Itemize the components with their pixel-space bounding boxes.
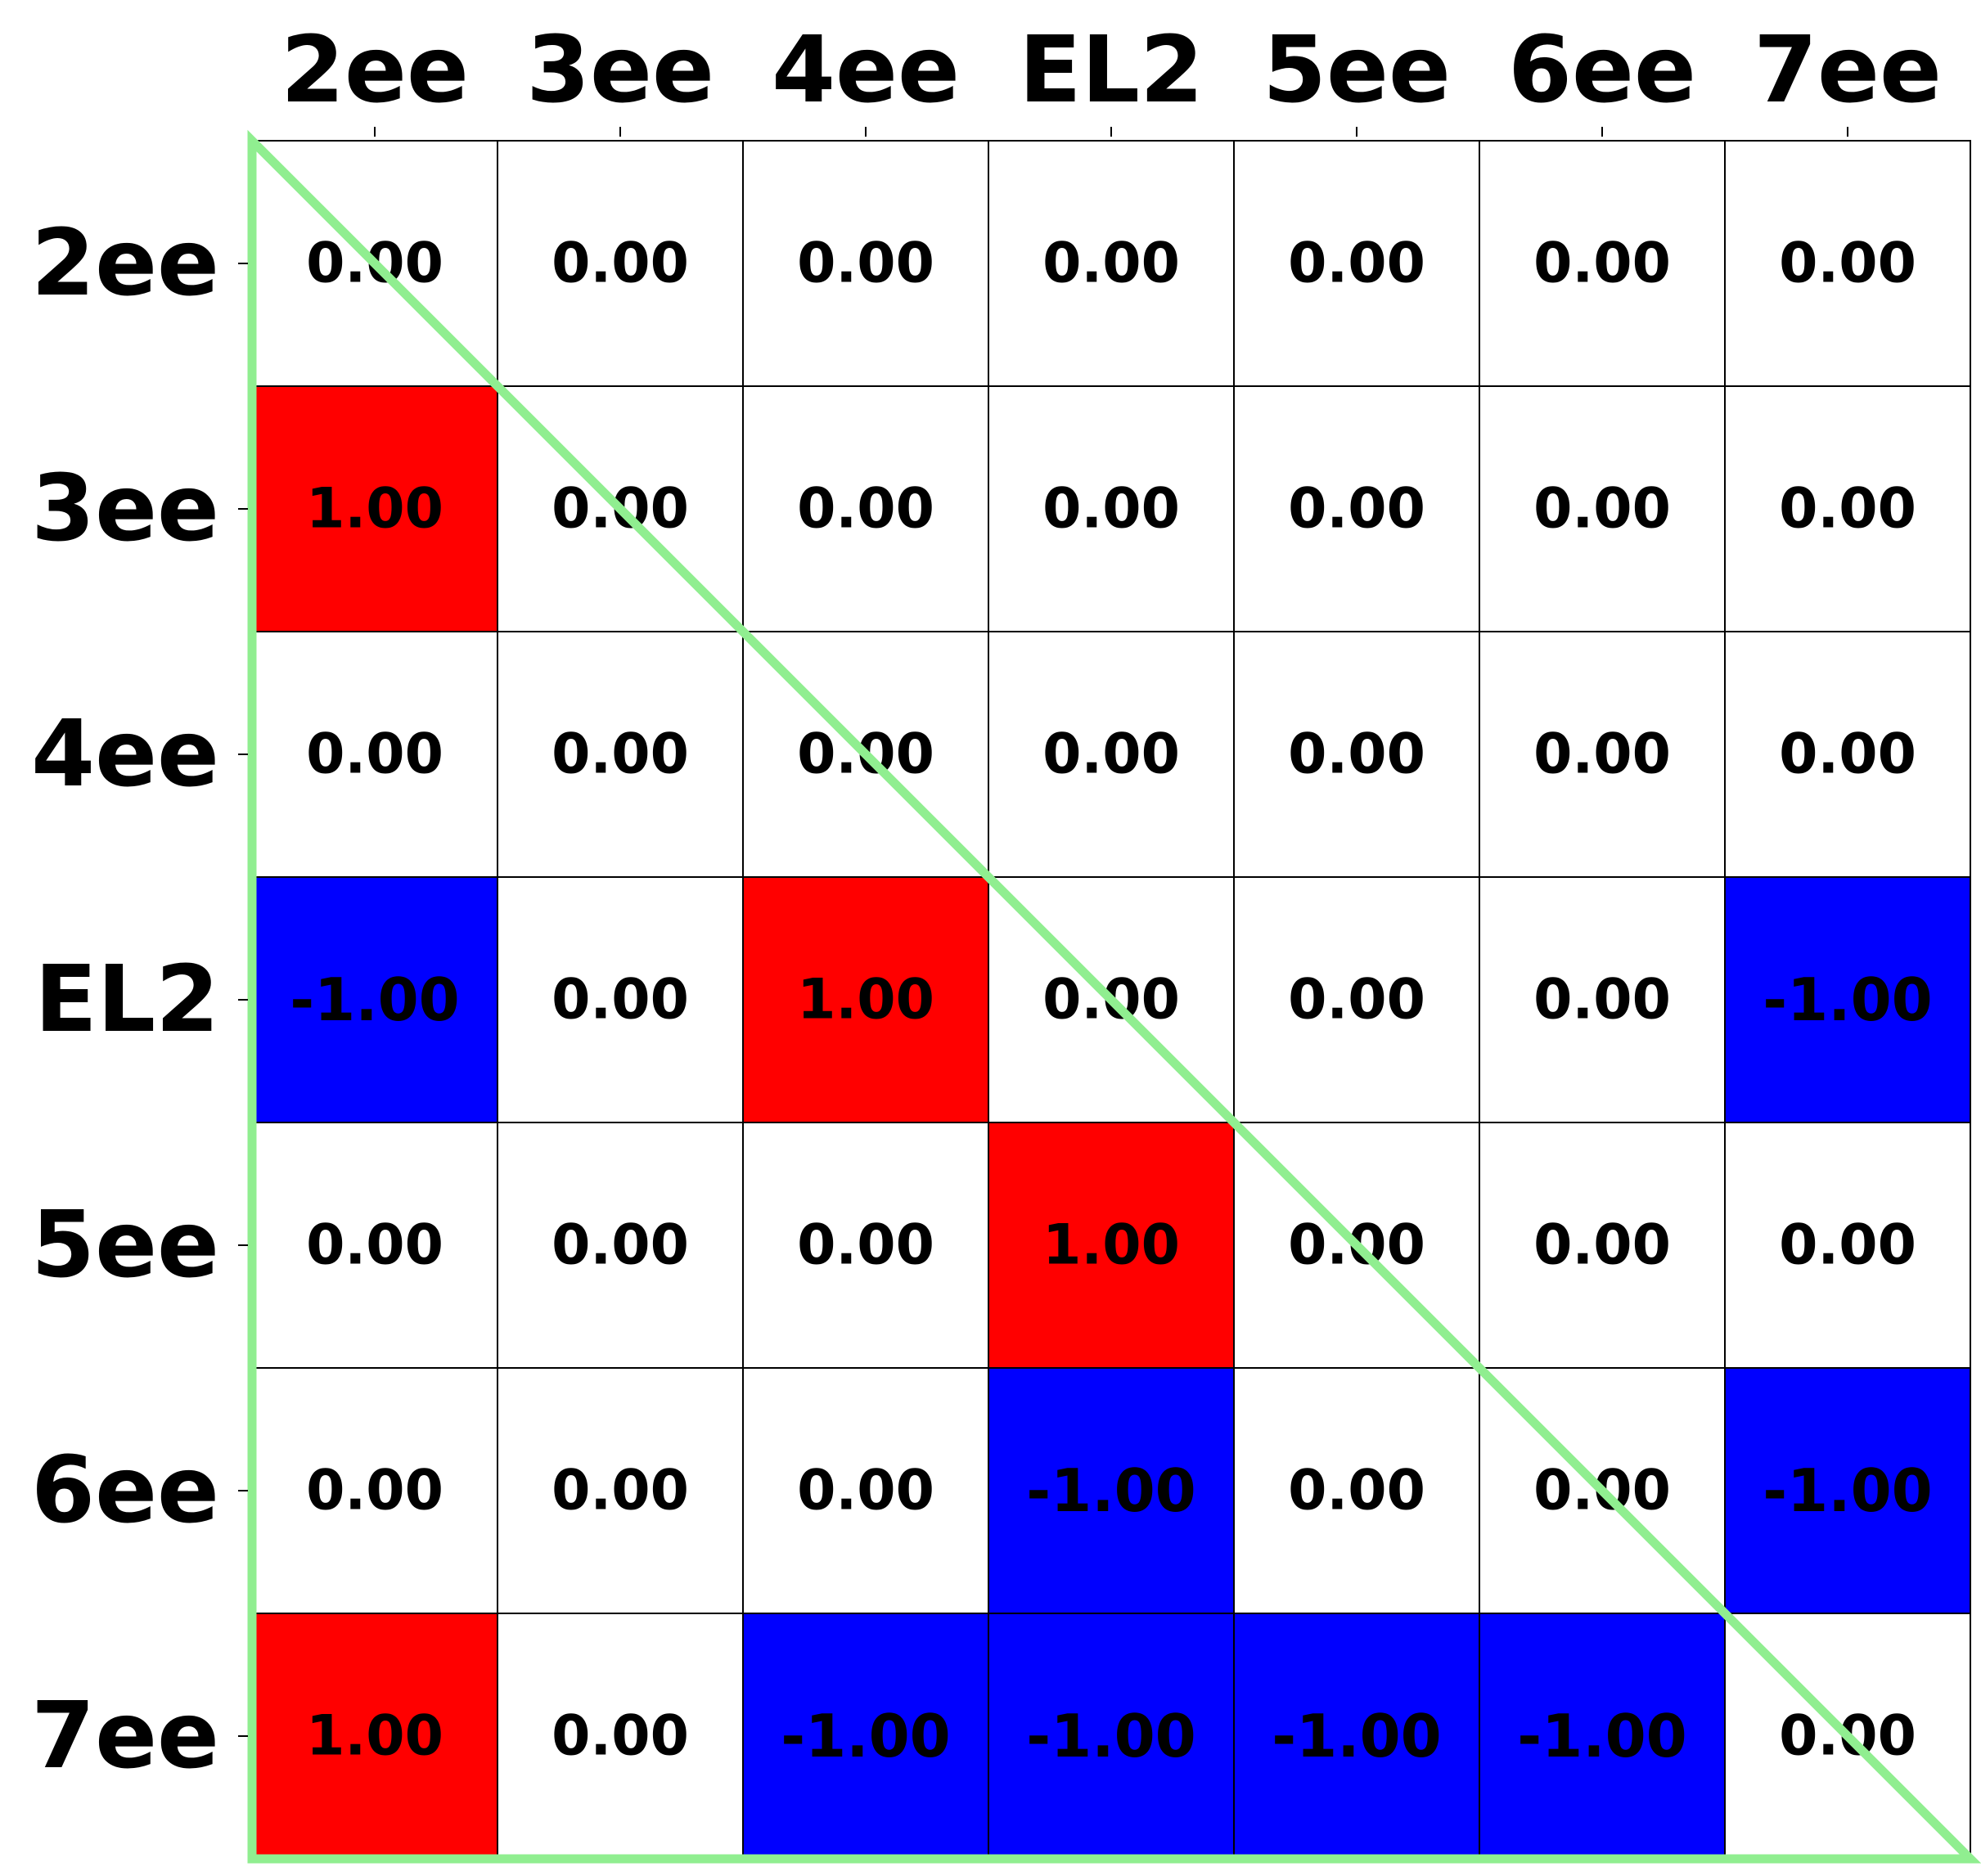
heatmap-cell-7ee-4ee bbox=[742, 1613, 989, 1860]
cell-value-label: -1.00 bbox=[781, 1702, 951, 1770]
cell-value-label: 0.00 bbox=[552, 968, 689, 1032]
x-tick-label: 4ee bbox=[772, 17, 960, 124]
y-tick-label: 3ee bbox=[31, 456, 219, 562]
triangle-outline bbox=[247, 129, 1981, 1864]
y-tick-label: 2ee bbox=[31, 210, 219, 317]
cell-value-label: 0.00 bbox=[1533, 722, 1671, 787]
heatmap-cell-3ee-2ee bbox=[251, 385, 498, 632]
heatmap-cell-6ee-7ee bbox=[1724, 1367, 1971, 1614]
heatmap-cell-4ee-5ee bbox=[1233, 631, 1480, 878]
cell-value-label: 0.00 bbox=[1288, 722, 1425, 787]
y-tick-label: 5ee bbox=[31, 1192, 219, 1298]
heatmap-cell-4ee-3ee bbox=[497, 631, 744, 878]
cell-value-label: 1.00 bbox=[306, 1704, 443, 1769]
cell-value-label: 0.00 bbox=[1779, 722, 1916, 787]
heatmap-cell-2ee-7ee bbox=[1724, 140, 1971, 387]
heatmap-cell-5ee-2ee bbox=[251, 1122, 498, 1369]
heatmap-cell-7ee-3ee bbox=[497, 1613, 744, 1860]
cell-value-label: 0.00 bbox=[552, 1459, 689, 1523]
cell-value-label: 0.00 bbox=[1288, 968, 1425, 1032]
cell-value-label: 0.00 bbox=[797, 1459, 934, 1523]
cell-value-label: -1.00 bbox=[290, 965, 460, 1034]
cell-value-label: 0.00 bbox=[1288, 232, 1425, 296]
heatmap-cell-4ee-6ee bbox=[1479, 631, 1726, 878]
heatmap-cell-4ee-2ee bbox=[251, 631, 498, 878]
heatmap-cell-7ee-EL2 bbox=[988, 1613, 1235, 1860]
cell-value-label: 1.00 bbox=[1042, 1213, 1180, 1278]
cell-value-label: 0.00 bbox=[1533, 968, 1671, 1032]
cell-value-label: 0.00 bbox=[306, 722, 443, 787]
heatmap-cell-3ee-6ee bbox=[1479, 385, 1726, 632]
heatmap-value-labels: 0.00 0.00 0.00 0.00 0.00 0.00 0.00 1.00 0.00 0.00… bbox=[290, 232, 1933, 1771]
heatmap-cell-3ee-5ee bbox=[1233, 385, 1480, 632]
cell-value-label: -1.00 bbox=[1272, 1702, 1442, 1770]
cell-value-label: 0.00 bbox=[797, 1213, 934, 1278]
heatmap-cell-3ee-7ee bbox=[1724, 385, 1971, 632]
cell-value-label: 0.00 bbox=[1042, 477, 1180, 542]
heatmap-cell-2ee-EL2 bbox=[988, 140, 1235, 387]
y-tick-label: 7ee bbox=[31, 1683, 219, 1789]
cell-value-label: 0.00 bbox=[552, 722, 689, 787]
cell-value-label: 1.00 bbox=[306, 477, 443, 542]
cell-value-label: 0.00 bbox=[1533, 1213, 1671, 1278]
cell-value-label: 0.00 bbox=[1288, 1459, 1425, 1523]
cell-value-label: -1.00 bbox=[1517, 1702, 1687, 1770]
cell-value-label: 0.00 bbox=[552, 1213, 689, 1278]
heatmap-cell-7ee-2ee bbox=[251, 1613, 498, 1860]
cell-value-label: -1.00 bbox=[1026, 1702, 1196, 1770]
x-tick-label: 5ee bbox=[1263, 17, 1451, 124]
x-tick-label: 7ee bbox=[1754, 17, 1942, 124]
heatmap-cell-6ee-4ee bbox=[742, 1367, 989, 1614]
cell-value-label: 0.00 bbox=[1533, 477, 1671, 542]
heatmap-cell-5ee-3ee bbox=[497, 1122, 744, 1369]
cell-value-label: -1.00 bbox=[1026, 1456, 1196, 1525]
heatmap-cell-6ee-EL2 bbox=[988, 1367, 1235, 1614]
cell-value-label: 0.00 bbox=[306, 1459, 443, 1523]
y-tick-label: 6ee bbox=[31, 1437, 219, 1544]
x-tick-label: 6ee bbox=[1508, 17, 1696, 124]
heatmap-cell-EL2-5ee bbox=[1233, 876, 1480, 1123]
cell-value-label: 0.00 bbox=[1288, 477, 1425, 542]
heatmap-cell-EL2-4ee bbox=[742, 876, 989, 1123]
heatmap-cell-6ee-3ee bbox=[497, 1367, 744, 1614]
x-tick-label: EL2 bbox=[1019, 17, 1204, 124]
heatmap-cell-5ee-7ee bbox=[1724, 1122, 1971, 1369]
triangle-overlay bbox=[247, 129, 1981, 1864]
cell-value-label: -1.00 bbox=[1763, 1456, 1933, 1525]
heatmap-cell-5ee-4ee bbox=[742, 1122, 989, 1369]
x-tick-label: 3ee bbox=[526, 17, 714, 124]
y-tick-label: EL2 bbox=[34, 947, 219, 1053]
x-axis: 2ee 3ee 4ee EL2 5ee 6ee 7ee bbox=[281, 17, 1942, 137]
cell-value-label: 0.00 bbox=[306, 1213, 443, 1278]
heatmap-cell-EL2-2ee bbox=[251, 876, 498, 1123]
heatmap-cell-EL2-7ee bbox=[1724, 876, 1971, 1123]
heatmap-cell-6ee-2ee bbox=[251, 1367, 498, 1614]
cell-value-label: 0.00 bbox=[1779, 232, 1916, 296]
cell-value-label: 0.00 bbox=[1533, 232, 1671, 296]
cell-value-label: 0.00 bbox=[797, 477, 934, 542]
heatmap-cell-4ee-7ee bbox=[1724, 631, 1971, 878]
y-tick-label: 4ee bbox=[31, 701, 219, 808]
cell-value-label: 0.00 bbox=[552, 1704, 689, 1769]
cell-value-label: 0.00 bbox=[1779, 477, 1916, 542]
cell-value-label: 0.00 bbox=[797, 232, 934, 296]
heatmap-cell-7ee-6ee bbox=[1479, 1613, 1726, 1860]
heatmap-cell-2ee-4ee bbox=[742, 140, 989, 387]
heatmap-cell-2ee-3ee bbox=[497, 140, 744, 387]
cell-value-label: -1.00 bbox=[1763, 965, 1933, 1034]
heatmap-cell-4ee-EL2 bbox=[988, 631, 1235, 878]
cell-value-label: 1.00 bbox=[797, 968, 934, 1032]
heatmap-cell-EL2-3ee bbox=[497, 876, 744, 1123]
x-tick-label: 2ee bbox=[281, 17, 469, 124]
heatmap-cell-3ee-4ee bbox=[742, 385, 989, 632]
cell-value-label: 0.00 bbox=[1779, 1213, 1916, 1278]
cell-value-label: 0.00 bbox=[552, 232, 689, 296]
y-axis: 2ee 3ee 4ee EL2 5ee 6ee 7ee bbox=[31, 210, 248, 1789]
heatmap-cell-5ee-6ee bbox=[1479, 1122, 1726, 1369]
cell-value-label: 0.00 bbox=[1042, 232, 1180, 296]
cell-value-label: 0.00 bbox=[1042, 722, 1180, 787]
heatmap-cell-7ee-5ee bbox=[1233, 1613, 1480, 1860]
